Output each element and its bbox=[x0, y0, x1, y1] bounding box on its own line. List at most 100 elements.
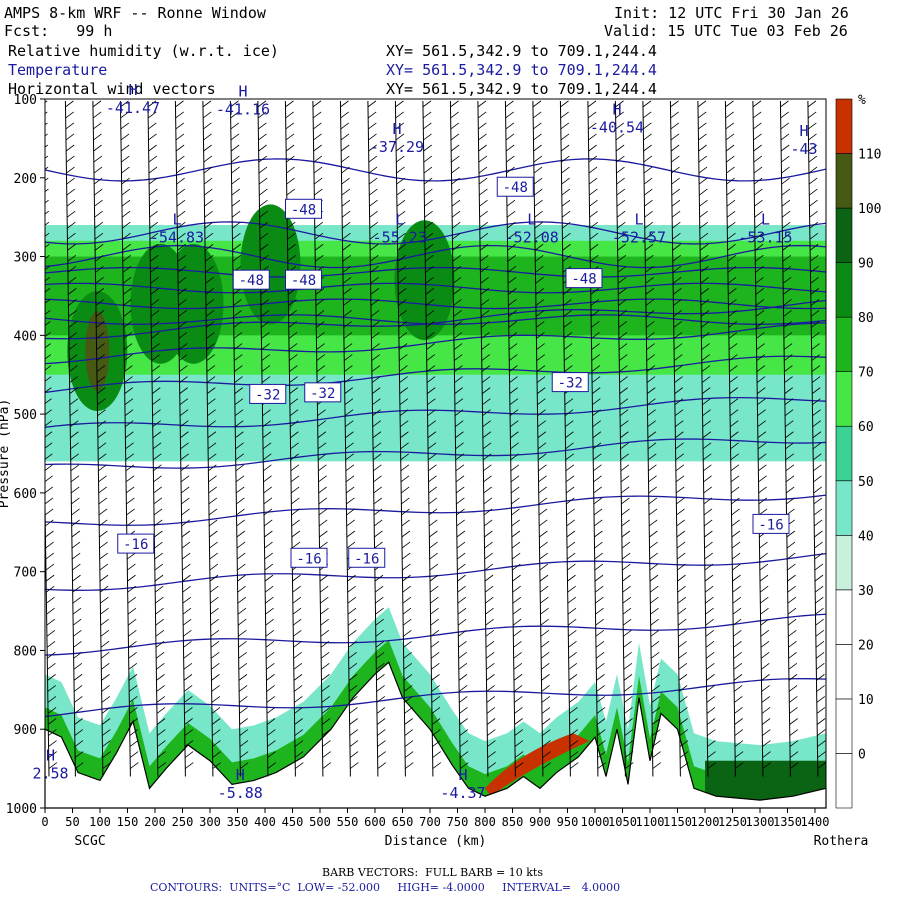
wind-barb-tick bbox=[432, 751, 441, 758]
wind-barb-tick bbox=[588, 133, 597, 141]
wind-barb-tick bbox=[621, 552, 631, 560]
wind-barb-tick bbox=[293, 652, 302, 659]
wind-barb-tick bbox=[814, 552, 823, 560]
wind-barb-staff bbox=[64, 100, 76, 777]
wind-barb-tick bbox=[344, 354, 353, 361]
wind-barb-tick bbox=[592, 398, 601, 405]
wind-barb-tick bbox=[538, 486, 547, 494]
wind-barb-tick bbox=[483, 497, 493, 505]
wind-barb-tick bbox=[755, 265, 764, 273]
wind-barb-tick bbox=[203, 122, 212, 130]
wind-barb-tick bbox=[68, 332, 78, 339]
isotherm bbox=[45, 282, 826, 294]
wind-barb-tick bbox=[319, 585, 329, 593]
wind-barb-tick bbox=[94, 199, 103, 207]
wind-barb-tick bbox=[587, 100, 597, 108]
wind-barb-tick bbox=[652, 740, 661, 747]
wind-barb-tick bbox=[262, 420, 271, 428]
wind-barb-tick bbox=[596, 674, 605, 681]
wind-barb-tick bbox=[727, 243, 736, 251]
wind-barb-tick bbox=[675, 453, 684, 461]
wind-barb-tick bbox=[287, 232, 296, 240]
wind-barb-tick bbox=[510, 442, 519, 450]
wind-barb-tick bbox=[179, 376, 188, 383]
high-marker: H bbox=[46, 746, 55, 764]
wind-barb-tick bbox=[509, 398, 519, 405]
wind-barb-tick bbox=[294, 740, 304, 747]
wind-barb-tick bbox=[509, 387, 518, 394]
wind-barb-tick bbox=[343, 299, 352, 306]
wind-barb-tick bbox=[128, 663, 138, 670]
wind-barb-tick bbox=[506, 155, 515, 163]
wind-barb-tick bbox=[45, 453, 53, 460]
wind-barb-tick bbox=[156, 707, 166, 714]
wind-barb-tick bbox=[314, 232, 324, 240]
wind-barb-tick bbox=[154, 530, 163, 538]
wind-barb-tick bbox=[346, 497, 355, 505]
wind-barb-tick bbox=[239, 740, 249, 747]
wind-barb-tick bbox=[431, 707, 441, 714]
wind-barb-tick bbox=[649, 563, 659, 571]
wind-barb-tick bbox=[375, 596, 384, 604]
wind-barb-tick bbox=[292, 585, 301, 593]
wind-barb-tick bbox=[178, 288, 187, 295]
wind-barb-tick bbox=[156, 685, 165, 692]
wind-barb-tick bbox=[568, 685, 578, 692]
wind-barb-tick bbox=[568, 640, 577, 648]
wind-barb-tick bbox=[371, 343, 380, 350]
wind-barb-tick bbox=[124, 354, 133, 361]
wind-barb-tick bbox=[318, 508, 328, 516]
wind-barb-tick bbox=[732, 607, 742, 615]
wind-barb-tick bbox=[650, 618, 659, 626]
wind-barb-tick bbox=[402, 563, 411, 571]
wind-barb-tick bbox=[127, 574, 136, 582]
wind-barb-tick bbox=[148, 144, 157, 152]
wind-barb-tick bbox=[787, 596, 797, 604]
wind-barb-tick bbox=[727, 265, 737, 273]
wind-barb-tick bbox=[729, 420, 739, 428]
wind-barb-tick bbox=[125, 464, 135, 472]
wind-barb-tick bbox=[591, 332, 600, 339]
wind-barb-tick bbox=[74, 696, 83, 703]
wind-barb-tick bbox=[788, 663, 798, 670]
wind-barb-tick bbox=[316, 365, 326, 372]
wind-barb-tick bbox=[565, 442, 574, 450]
wind-barb-tick bbox=[539, 541, 548, 549]
wind-barb-tick bbox=[321, 696, 331, 703]
wind-barb-tick bbox=[756, 343, 765, 350]
wind-barb-tick bbox=[457, 596, 467, 604]
wind-barb-tick bbox=[698, 144, 707, 152]
wind-barb-tick bbox=[429, 541, 438, 549]
wind-barb-tick bbox=[209, 585, 219, 593]
wind-barb-tick bbox=[395, 144, 405, 152]
wind-barb-tick bbox=[510, 464, 520, 472]
wind-barb-tick bbox=[234, 376, 243, 383]
wind-barb-tick bbox=[74, 751, 84, 758]
wind-barb-tick bbox=[376, 685, 385, 692]
wind-barb-tick bbox=[623, 652, 632, 659]
wind-barb-tick bbox=[316, 332, 325, 339]
wind-barb-tick bbox=[698, 166, 708, 174]
wind-barb-staff bbox=[669, 100, 681, 777]
wind-barb-tick bbox=[206, 354, 216, 361]
wind-barb-tick bbox=[317, 420, 326, 428]
wind-barb-tick bbox=[761, 674, 770, 681]
wind-barb-tick bbox=[368, 166, 378, 174]
wind-barb-tick bbox=[342, 277, 352, 284]
wind-barb-tick bbox=[120, 100, 129, 108]
wind-barb-tick bbox=[239, 729, 249, 736]
colorbar-cell bbox=[835, 644, 853, 700]
wind-barb-tick bbox=[177, 254, 187, 262]
wind-barb-tick bbox=[729, 398, 739, 405]
wind-barb-tick bbox=[125, 453, 134, 461]
wind-barb-tick bbox=[707, 762, 717, 769]
contour-legend: CONTOURS: UNITS=°C LOW= -52.000 HIGH= -4… bbox=[150, 881, 621, 894]
wind-barb-tick bbox=[367, 111, 377, 119]
wind-barb-tick bbox=[560, 122, 570, 130]
wind-barb-tick bbox=[123, 299, 132, 306]
wind-barb-tick bbox=[809, 188, 818, 196]
wind-barb-tick bbox=[620, 431, 629, 439]
wind-barb-tick bbox=[678, 685, 688, 692]
wind-barb-tick bbox=[237, 618, 247, 626]
wind-barb-tick bbox=[94, 188, 103, 196]
